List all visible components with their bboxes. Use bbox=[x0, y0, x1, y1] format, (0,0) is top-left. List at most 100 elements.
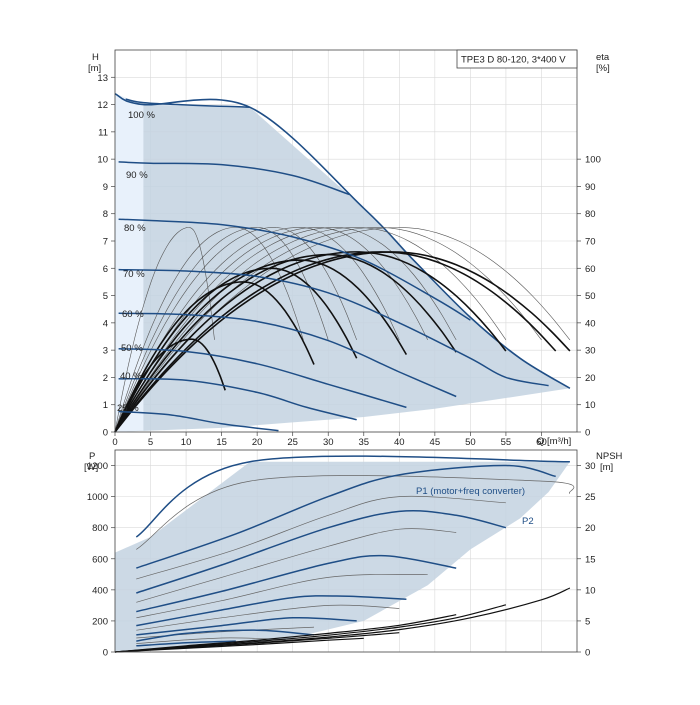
h-tick-label-6: 6 bbox=[103, 264, 108, 275]
npsh-tick-label-25: 25 bbox=[585, 492, 596, 503]
h-tick-label-9: 9 bbox=[103, 182, 108, 193]
p-tick-label-1000: 1000 bbox=[87, 492, 108, 503]
qh-curve-80 bbox=[118, 218, 471, 321]
title-box bbox=[456, 49, 578, 69]
speed-label-70: 70 % bbox=[123, 269, 145, 280]
x-tick-label-60: 60 bbox=[536, 437, 547, 448]
h-axis-label: H bbox=[92, 52, 99, 63]
x-tick-label-10: 10 bbox=[181, 437, 192, 448]
eta-curve-thin-0 bbox=[114, 226, 215, 433]
eta-tick-label-60: 60 bbox=[585, 264, 596, 275]
x-tick-label-40: 40 bbox=[394, 437, 405, 448]
npsh-tick-label-20: 20 bbox=[585, 523, 596, 534]
eta-tick-label-90: 90 bbox=[585, 182, 596, 193]
npsh-curve-2 bbox=[114, 614, 457, 653]
eta-curve-2 bbox=[114, 267, 358, 433]
h-tick-label-5: 5 bbox=[103, 291, 108, 302]
x-tick-label-45: 45 bbox=[430, 437, 441, 448]
h-tick-label-3: 3 bbox=[103, 346, 108, 357]
speed-label-50: 50 % bbox=[121, 343, 143, 354]
h-tick-label-13: 13 bbox=[97, 73, 108, 84]
x-tick-label-15: 15 bbox=[216, 437, 227, 448]
p2-curve-0 bbox=[136, 475, 575, 550]
npsh-tick-label-15: 15 bbox=[585, 554, 596, 565]
eta-curve-7 bbox=[114, 251, 571, 433]
npsh-axis-label: NPSH bbox=[596, 451, 623, 462]
p1-curve-1 bbox=[136, 464, 556, 569]
x-tick-label-25: 25 bbox=[287, 437, 298, 448]
speed-label-60: 60 % bbox=[122, 309, 144, 320]
qh-curve-70 bbox=[118, 268, 549, 387]
x-tick-label-30: 30 bbox=[323, 437, 334, 448]
h-tick-label-11: 11 bbox=[98, 127, 108, 138]
eta-tick-label-20: 20 bbox=[585, 373, 596, 384]
eta-tick-label-100: 100 bbox=[585, 155, 601, 166]
p2-curve-1 bbox=[136, 495, 506, 580]
x-tick-label-5: 5 bbox=[148, 437, 153, 448]
p2-curve-3 bbox=[136, 573, 428, 619]
x-tick-label-0: 0 bbox=[112, 437, 117, 448]
eta-tick-label-70: 70 bbox=[585, 237, 596, 248]
h-tick-label-0: 0 bbox=[103, 428, 108, 439]
qh-curve-25 bbox=[118, 410, 279, 432]
eta-tick-label-80: 80 bbox=[585, 209, 596, 220]
speed-label-100: 100 % bbox=[128, 110, 155, 121]
p1-curve-0 bbox=[135, 455, 570, 538]
speed-label-80: 80 % bbox=[124, 223, 146, 234]
p-axis-label: P bbox=[89, 451, 95, 462]
legend-p1: P1 (motor+freq converter) bbox=[416, 486, 525, 497]
p1-curve-2 bbox=[136, 509, 507, 594]
chart-title: TPE3 D 80-120, 3*400 V bbox=[461, 55, 566, 66]
eta-axis-unit: [%] bbox=[596, 63, 610, 74]
p2-curve-4 bbox=[136, 604, 400, 631]
eta-curve-thin-2 bbox=[114, 227, 329, 433]
eta-curve-thin-6 bbox=[114, 227, 457, 433]
p1-curve-6 bbox=[136, 629, 315, 642]
top-operating-area bbox=[115, 93, 570, 432]
p-tick-label-600: 600 bbox=[92, 554, 108, 565]
p1-curve-4 bbox=[136, 595, 407, 627]
h-axis-unit: [m] bbox=[88, 63, 101, 74]
h-tick-label-8: 8 bbox=[103, 209, 108, 220]
speed-label-40: 40 % bbox=[120, 371, 142, 382]
eta-tick-label-40: 40 bbox=[585, 318, 596, 329]
eta-curve-thin-1 bbox=[114, 227, 304, 433]
bottom-plot-frame bbox=[114, 449, 578, 653]
x-tick-label-20: 20 bbox=[252, 437, 263, 448]
h-tick-label-2: 2 bbox=[103, 373, 108, 384]
eta-tick-label-0: 0 bbox=[585, 428, 590, 439]
npsh-tick-label-0: 0 bbox=[585, 648, 590, 659]
p-axis-unit: [W] bbox=[84, 462, 98, 473]
speed-label-90: 90 % bbox=[126, 170, 148, 181]
npsh-tick-label-30: 30 bbox=[585, 461, 596, 472]
eta-curve-3 bbox=[114, 259, 408, 433]
h-tick-label-1: 1 bbox=[103, 400, 108, 411]
eta-curve-5 bbox=[114, 251, 507, 433]
npsh-axis-unit: [m] bbox=[600, 462, 613, 473]
p-tick-label-400: 400 bbox=[92, 585, 108, 596]
p-tick-label-800: 800 bbox=[92, 523, 108, 534]
eta-tick-label-10: 10 bbox=[585, 400, 596, 411]
speed-label-25: 25 % bbox=[117, 403, 139, 414]
p2-curve-2 bbox=[136, 528, 457, 603]
bottom-operating-area bbox=[115, 461, 570, 652]
npsh-curve-4 bbox=[114, 637, 364, 653]
p-tick-label-1200: 1200 bbox=[87, 461, 108, 472]
q-axis-label: Q [m³/h] bbox=[537, 436, 571, 447]
h-tick-label-4: 4 bbox=[103, 318, 108, 329]
npsh-tick-label-10: 10 bbox=[585, 585, 596, 596]
qh-curve-90 bbox=[118, 161, 350, 196]
x-tick-label-55: 55 bbox=[501, 437, 512, 448]
qh-curve-40 bbox=[118, 377, 357, 421]
eta-curve-thin-8 bbox=[114, 227, 542, 433]
p1-curve-5 bbox=[136, 616, 357, 636]
eta-axis-label: eta bbox=[596, 52, 610, 63]
eta-tick-label-50: 50 bbox=[585, 291, 596, 302]
p2-curve-5 bbox=[136, 626, 315, 639]
h-tick-label-7: 7 bbox=[103, 237, 108, 248]
h-tick-label-10: 10 bbox=[97, 155, 108, 166]
x-tick-label-50: 50 bbox=[465, 437, 476, 448]
top-min-flow-band bbox=[115, 93, 144, 432]
